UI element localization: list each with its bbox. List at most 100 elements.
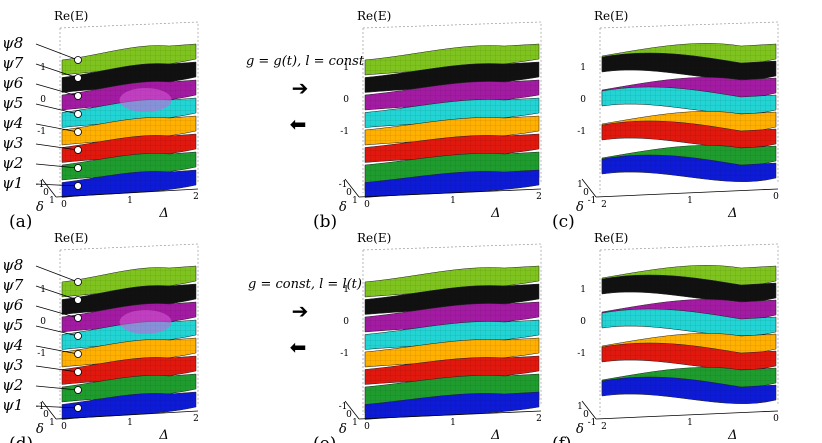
- state-label-psi7: ψ7: [2, 54, 24, 72]
- state-leader-line: [35, 385, 79, 391]
- y-tick-label: -1: [588, 196, 597, 206]
- surface-psi6-mesh: [365, 302, 539, 332]
- exceptional-point-glow: [119, 310, 172, 334]
- x-tick-label: 0: [364, 200, 370, 210]
- state-leader-line: [35, 325, 79, 337]
- z-tick-label: -1: [37, 349, 46, 359]
- panel-tag: (e): [313, 434, 336, 443]
- state-leader-line: [35, 183, 79, 187]
- surface-psi8-mesh: [62, 266, 196, 297]
- x-tick-label: 2: [536, 192, 542, 202]
- x-axis-name: Δ: [158, 428, 168, 443]
- surface-psi1-mesh: [365, 392, 539, 420]
- surface-psi4-mesh: [365, 116, 539, 145]
- z-tick-label: 0: [40, 317, 46, 327]
- state-leader-line: [35, 63, 79, 79]
- state-marker-dot: [74, 92, 82, 100]
- y-tick-label: -1: [36, 180, 45, 190]
- x-tick-label: 0: [773, 414, 779, 424]
- x-tick-label: 1: [687, 196, 693, 206]
- state-marker-dot: [74, 350, 82, 358]
- state-leader-line: [35, 163, 79, 169]
- exceptional-point-glow: [119, 88, 172, 112]
- z-axis-label: Re(E): [357, 231, 391, 245]
- arrow-right-icon: ➔: [292, 299, 309, 323]
- surface-psi7-mesh: [365, 284, 539, 315]
- state-leader-line: [35, 103, 79, 115]
- x-tick-label: 1: [127, 418, 133, 428]
- surface-psi3-mesh: [62, 356, 196, 385]
- surface-psi8-mesh: [365, 44, 539, 75]
- z-axis-label: Re(E): [594, 231, 628, 245]
- x-tick-label: 2: [193, 414, 199, 424]
- z-axis-label: Re(E): [594, 9, 628, 23]
- axis-box: [599, 243, 779, 415]
- z-axis-label: Re(E): [54, 9, 88, 23]
- y-tick-label: 1: [49, 418, 55, 428]
- surface-psi1-mesh: [62, 392, 196, 420]
- panel-c: [581, 21, 779, 198]
- y-axis-line: [581, 400, 597, 420]
- panel-a: [35, 21, 199, 198]
- state-label-psi5: ψ5: [2, 316, 23, 334]
- state-leader-line: [35, 143, 79, 151]
- y-axis-line: [344, 400, 360, 420]
- x-axis-line: [55, 410, 199, 420]
- panel-e: [344, 243, 542, 420]
- y-tick-label: -1: [339, 402, 348, 412]
- y-tick-label: -1: [588, 418, 597, 428]
- y-tick-label: -1: [339, 180, 348, 190]
- surface-psi6-mesh: [365, 80, 539, 110]
- state-marker-dot: [74, 278, 82, 286]
- panel-f: [581, 243, 779, 420]
- state-marker-dot: [74, 182, 82, 190]
- surface-psi7-mesh: [62, 284, 196, 315]
- x-tick-label: 0: [773, 192, 779, 202]
- z-tick-label: 1: [580, 285, 586, 295]
- y-tick-label: 0: [43, 410, 49, 420]
- x-axis-name: Δ: [727, 428, 737, 443]
- state-leader-line: [35, 43, 79, 61]
- y-axis-name: δ: [576, 422, 584, 437]
- y-axis-name: δ: [36, 200, 44, 215]
- x-axis-line: [358, 410, 542, 420]
- state-label-psi7: ψ7: [2, 276, 24, 294]
- state-marker-dot: [74, 110, 82, 118]
- y-axis-name: δ: [339, 200, 347, 215]
- state-leader-line: [35, 265, 79, 283]
- y-axis-line: [41, 178, 57, 198]
- axis-box: [362, 243, 542, 415]
- x-axis-name: Δ: [158, 206, 168, 221]
- z-tick-label: 0: [343, 95, 349, 105]
- y-tick-label: 0: [583, 410, 589, 420]
- axis-box: [59, 21, 199, 193]
- arrow-left-icon: ⬅: [290, 335, 307, 359]
- arrow-right-icon: ➔: [292, 76, 309, 100]
- state-marker-dot: [74, 368, 82, 376]
- z-tick-label: -1: [340, 349, 349, 359]
- z-tick-label: -1: [37, 127, 46, 137]
- y-tick-label: 1: [352, 418, 358, 428]
- arrow-left-icon: ⬅: [290, 112, 307, 136]
- z-tick-label: 1: [343, 285, 349, 295]
- surface-psi1-mesh: [602, 376, 776, 404]
- x-tick-label: 0: [61, 422, 67, 432]
- state-leader-line: [35, 285, 79, 301]
- z-tick-label: -1: [577, 349, 586, 359]
- state-marker-dot: [74, 404, 82, 412]
- surface-psi3-mesh: [365, 134, 539, 163]
- panel-tag: (c): [552, 212, 575, 232]
- panel-tag: (a): [9, 212, 32, 232]
- y-axis-name: δ: [339, 422, 347, 437]
- y-axis-name: δ: [36, 422, 44, 437]
- surface-psi8-mesh: [62, 44, 196, 75]
- panel-tag: (b): [313, 212, 337, 232]
- state-label-psi3: ψ3: [2, 356, 23, 374]
- state-label-psi8: ψ8: [2, 256, 23, 274]
- z-tick-label: 1: [40, 285, 46, 295]
- panel-tag: (d): [9, 434, 33, 443]
- state-marker-dot: [74, 386, 82, 394]
- x-axis-line: [595, 410, 779, 420]
- y-tick-label: 1: [49, 196, 55, 206]
- z-axis-label: Re(E): [54, 231, 88, 245]
